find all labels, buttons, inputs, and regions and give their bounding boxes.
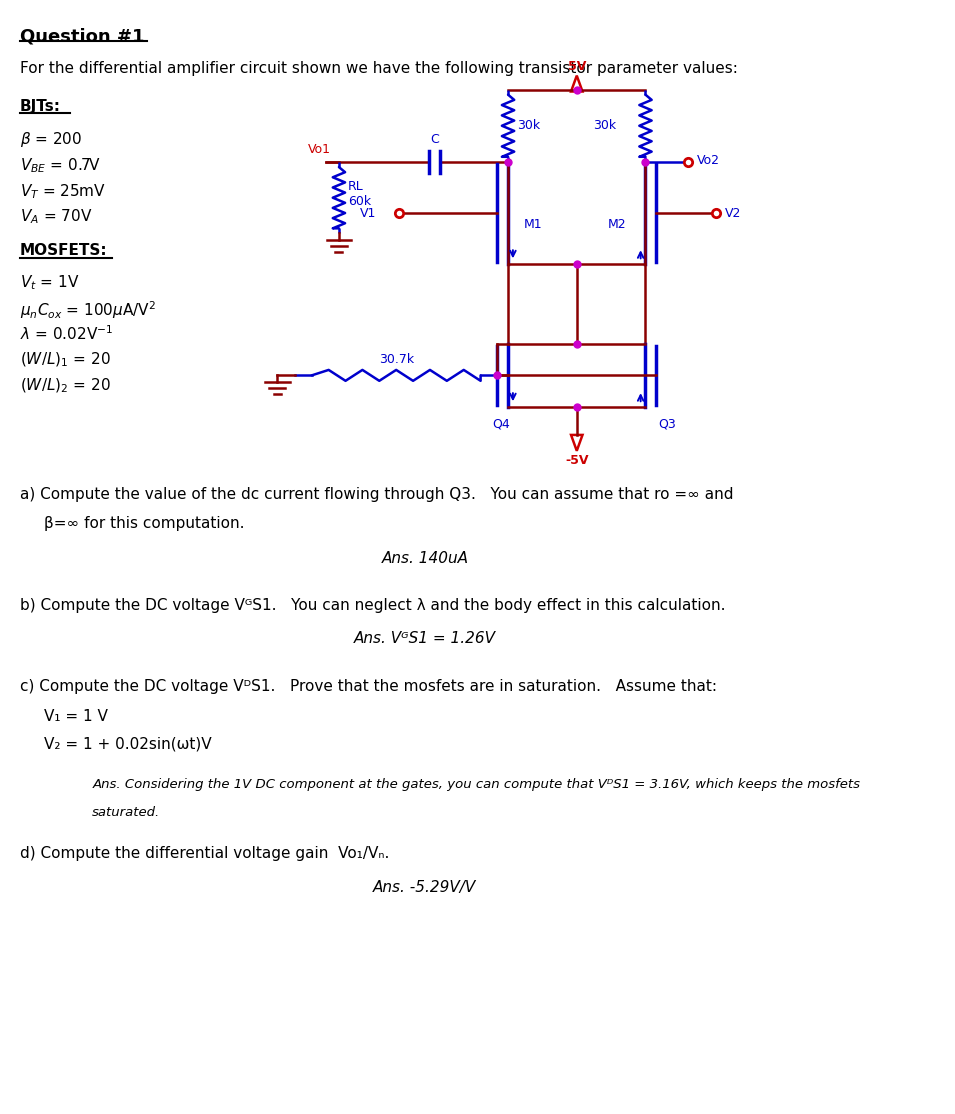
Text: Question #1: Question #1 (20, 28, 144, 46)
Text: Vo2: Vo2 (696, 155, 719, 167)
Text: $V_A$ = 70V: $V_A$ = 70V (20, 207, 93, 226)
Text: Ans. Considering the 1V DC component at the gates, you can compute that VᴰS1 = 3: Ans. Considering the 1V DC component at … (93, 779, 860, 791)
Text: 5V: 5V (567, 60, 586, 72)
Text: $\lambda$ = 0.02V$^{-1}$: $\lambda$ = 0.02V$^{-1}$ (20, 325, 114, 343)
Text: $V_T$ = 25mV: $V_T$ = 25mV (20, 182, 106, 201)
Text: MOSFETS:: MOSFETS: (20, 243, 108, 258)
Text: V₁ = 1 V: V₁ = 1 V (44, 709, 108, 724)
Text: Ans. 140uA: Ans. 140uA (381, 551, 468, 566)
Text: d) Compute the differential voltage gain  Vo₁/Vₙ.: d) Compute the differential voltage gain… (20, 846, 390, 861)
Text: Ans. -5.29V/V: Ans. -5.29V/V (373, 880, 477, 895)
Text: BJTs:: BJTs: (20, 99, 61, 115)
Text: -5V: -5V (565, 453, 588, 467)
Text: c) Compute the DC voltage VᴰS1.   Prove that the mosfets are in saturation.   As: c) Compute the DC voltage VᴰS1. Prove th… (20, 680, 717, 694)
Text: saturated.: saturated. (93, 807, 160, 819)
Text: 30k: 30k (593, 119, 616, 133)
Text: $\beta$ = 200: $\beta$ = 200 (20, 130, 82, 149)
Text: Q3: Q3 (659, 417, 676, 430)
Text: $\mu_n C_{ox}$ = 100$\mu$A/V$^2$: $\mu_n C_{ox}$ = 100$\mu$A/V$^2$ (20, 299, 157, 321)
Text: C: C (430, 133, 439, 146)
Text: Ans. VᴳS1 = 1.26V: Ans. VᴳS1 = 1.26V (353, 632, 496, 646)
Text: V1: V1 (359, 206, 376, 219)
Text: RL
60k: RL 60k (348, 179, 371, 207)
Text: $V_t$ = 1V: $V_t$ = 1V (20, 273, 79, 292)
Text: M2: M2 (607, 218, 626, 231)
Text: $(W/L)_1$ = 20: $(W/L)_1$ = 20 (20, 351, 111, 369)
Text: For the differential amplifier circuit shown we have the following transistor pa: For the differential amplifier circuit s… (20, 61, 738, 76)
Text: b) Compute the DC voltage VᴳS1.   You can neglect λ and the body effect in this : b) Compute the DC voltage VᴳS1. You can … (20, 598, 726, 613)
Text: Vo1: Vo1 (308, 143, 331, 156)
Text: a) Compute the value of the dc current flowing through Q3.   You can assume that: a) Compute the value of the dc current f… (20, 487, 733, 501)
Text: 30k: 30k (517, 119, 540, 133)
Text: M1: M1 (524, 218, 542, 231)
Text: V₂ = 1 + 0.02sin(ωt)V: V₂ = 1 + 0.02sin(ωt)V (44, 736, 211, 752)
Text: $(W/L)_2$ = 20: $(W/L)_2$ = 20 (20, 377, 111, 394)
Text: $V_{BE}$ = 0.7V: $V_{BE}$ = 0.7V (20, 156, 100, 175)
Text: Q4: Q4 (492, 417, 510, 430)
Text: 30.7k: 30.7k (378, 353, 414, 367)
Text: β=∞ for this computation.: β=∞ for this computation. (44, 516, 244, 531)
Text: V2: V2 (725, 206, 741, 219)
